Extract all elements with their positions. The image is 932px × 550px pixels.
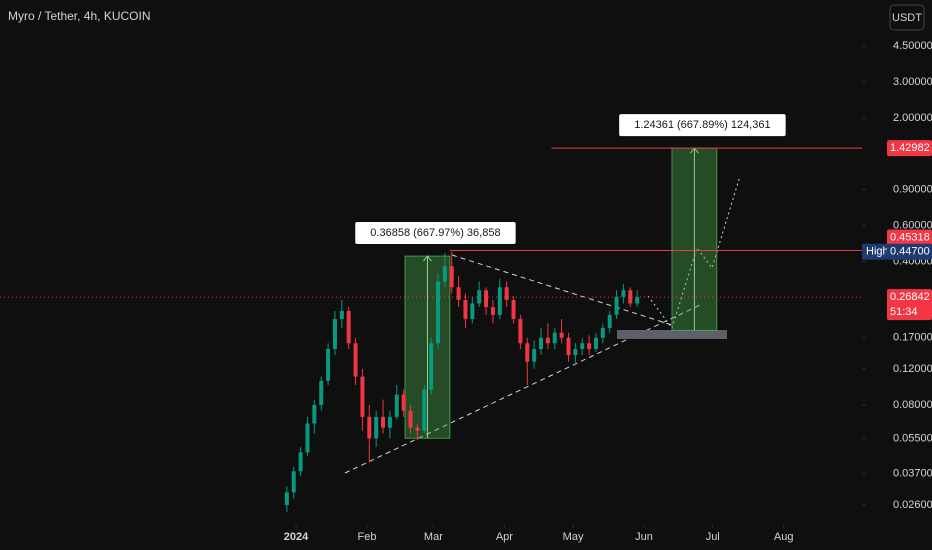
candle-body: [449, 266, 454, 288]
candle-body: [525, 343, 530, 362]
high-tag: High: [866, 246, 889, 258]
projection-path: [647, 175, 741, 330]
x-tick-label: 2024: [284, 531, 309, 543]
high-tag-box: [862, 243, 887, 260]
candle-body: [635, 297, 640, 304]
x-tick-label: Aug: [774, 531, 794, 543]
candle-body: [415, 427, 420, 431]
currency-button[interactable]: [889, 4, 925, 31]
candle-body: [621, 290, 626, 297]
candle-body: [442, 266, 447, 282]
candle-body: [545, 337, 550, 344]
candle-body: [463, 299, 468, 320]
candle-body: [387, 416, 392, 428]
y-tick-label: 0.08000: [893, 399, 932, 411]
candle-body: [305, 423, 310, 453]
candle-body: [470, 303, 475, 320]
currency-label: USDT: [892, 12, 922, 24]
candle-body: [539, 337, 544, 349]
candle-body: [566, 337, 571, 356]
candle-body: [580, 343, 585, 349]
candle-body: [381, 416, 386, 428]
candle-body: [587, 343, 592, 349]
high-price-box: [887, 243, 932, 260]
position-label-box: [355, 222, 516, 245]
y-tick-label: 0.60000: [893, 219, 932, 231]
candle-body: [326, 348, 331, 381]
y-tick-label: 0.90000: [893, 183, 932, 195]
candle-body: [401, 394, 406, 411]
candle-body: [559, 332, 564, 338]
candle-body: [312, 404, 317, 424]
candle-body: [600, 327, 605, 338]
candle-body: [394, 394, 399, 417]
y-tick-label: 0.12000: [893, 363, 932, 375]
candle-body: [456, 287, 461, 300]
last-price-label: 0.26842: [890, 291, 930, 303]
candle-body: [422, 389, 427, 431]
candle-body: [490, 307, 495, 315]
position-label: 1.24361 (667.89%) 124,361: [634, 119, 770, 131]
level-label-box: [887, 140, 932, 157]
candle-body: [429, 343, 434, 390]
candle-body: [593, 337, 598, 349]
candle-body: [532, 348, 537, 362]
candle-body: [614, 296, 619, 315]
position-label-box: [619, 114, 786, 137]
x-tick-label: Feb: [358, 531, 377, 543]
support-zone: [617, 330, 727, 339]
level-label: 0.45318: [890, 231, 930, 243]
high-price-label: 0.44700: [890, 246, 930, 258]
candle-body: [497, 287, 502, 315]
candle-body: [511, 299, 516, 320]
y-tick-label: 0.02600: [893, 499, 932, 511]
position-label: 0.36858 (667.97%) 36,858: [370, 227, 500, 239]
candle-body: [477, 290, 482, 304]
x-tick-label: Jun: [635, 531, 653, 543]
y-tick-label: 2.00000: [893, 112, 932, 124]
candle-body: [518, 319, 523, 344]
candle-body: [408, 410, 413, 428]
candle-body: [298, 452, 303, 472]
y-tick-label: 0.17000: [893, 332, 932, 344]
candle-body: [353, 343, 358, 377]
candle-body: [374, 416, 379, 439]
candle-body: [628, 290, 633, 304]
level-label: 1.42982: [890, 142, 930, 154]
candle-body: [504, 287, 509, 300]
y-tick-label: 3.00000: [893, 76, 932, 88]
x-tick-label: May: [563, 531, 584, 543]
x-tick-label: Jul: [706, 531, 720, 543]
upper-trendline: [451, 254, 673, 326]
candle-body: [346, 310, 351, 344]
candle-body: [360, 376, 365, 417]
level-label-box: [887, 229, 932, 246]
candle-body: [435, 281, 440, 344]
chart-title: Myro / Tether, 4h, KUCOIN: [8, 9, 151, 23]
y-tick-label: 0.05500: [893, 432, 932, 444]
candle-body: [291, 471, 296, 493]
candle-body: [573, 348, 578, 356]
x-tick-label: Mar: [424, 531, 443, 543]
candle-body: [339, 310, 344, 320]
y-tick-label: 4.50000: [893, 40, 932, 52]
x-tick-label: Apr: [496, 531, 513, 543]
position-arrow-head: [423, 255, 432, 262]
countdown-label: 51:34: [890, 306, 918, 318]
candle-body: [284, 492, 289, 506]
candle-body: [367, 416, 372, 439]
candle-body: [319, 380, 324, 405]
candle-body: [552, 332, 557, 344]
y-tick-label: 0.03700: [893, 468, 932, 480]
candle-body: [332, 319, 337, 349]
candle-body: [484, 290, 489, 308]
candle-body: [607, 314, 612, 328]
last-price-box: [887, 289, 932, 321]
